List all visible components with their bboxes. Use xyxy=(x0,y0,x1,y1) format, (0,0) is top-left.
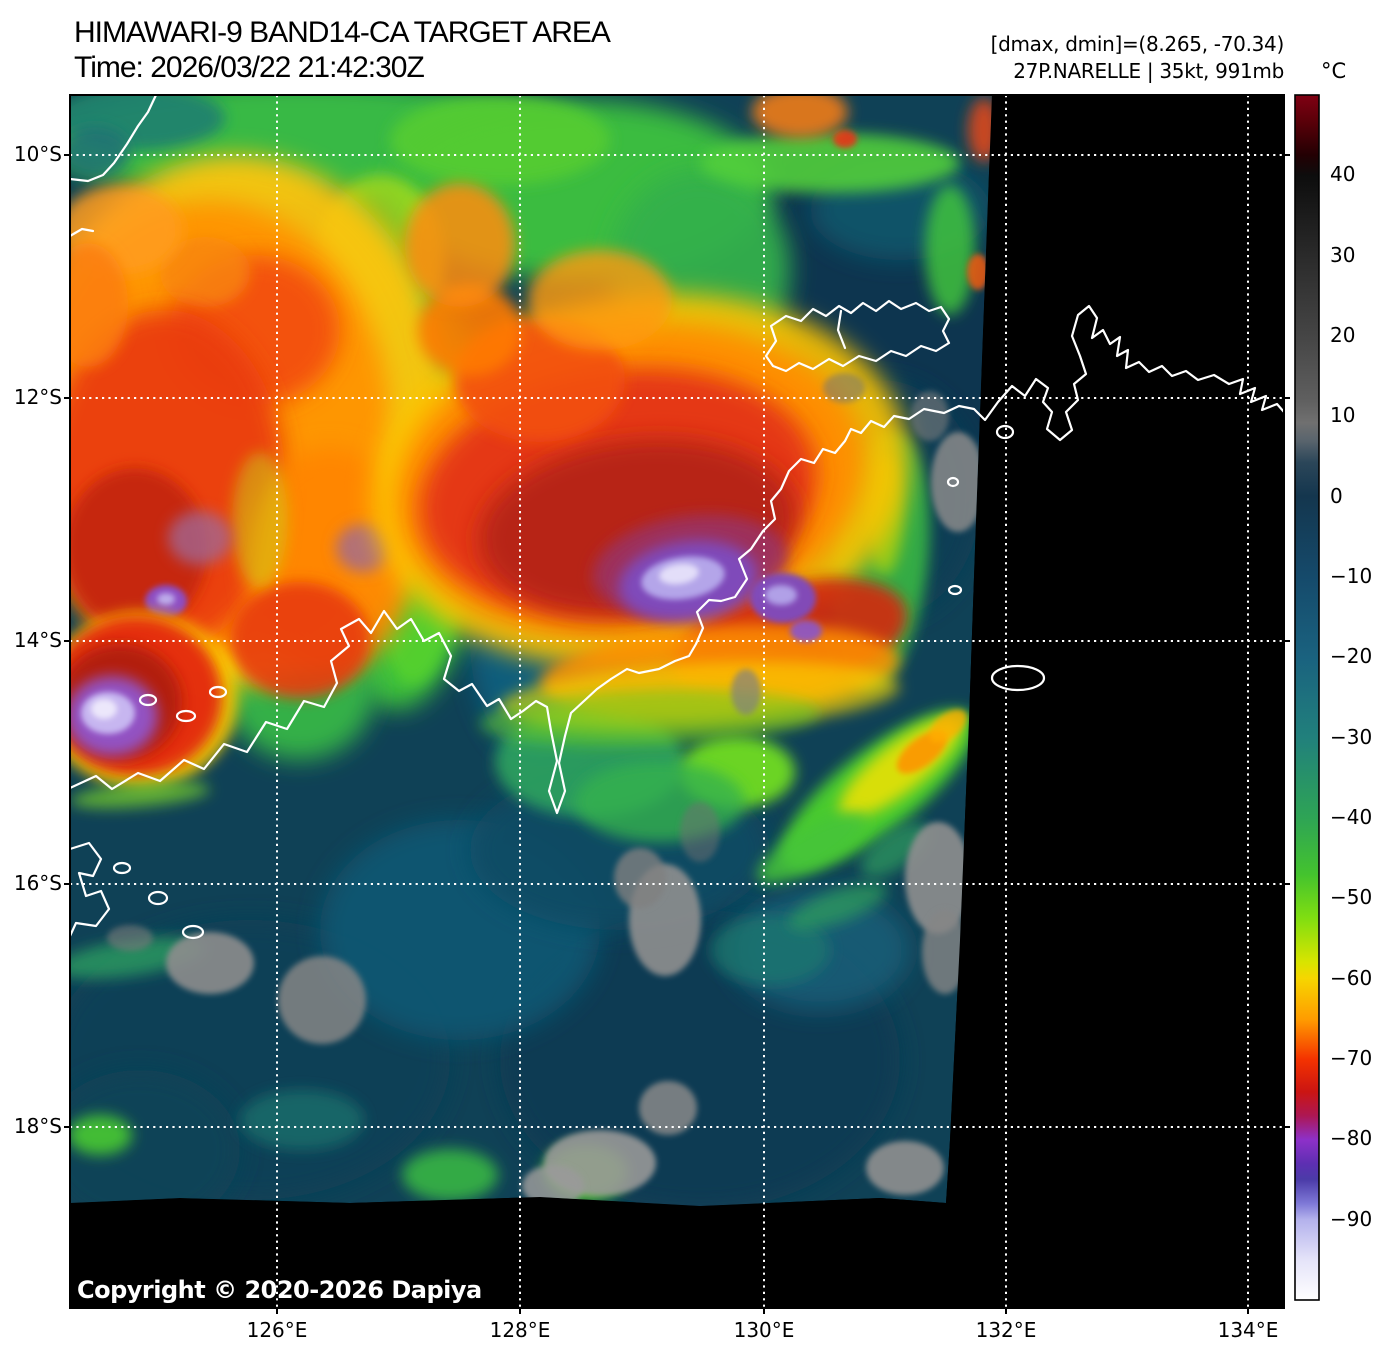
dmax-dmin-annotation: [dmax, dmin]=(8.265, -70.34) xyxy=(990,32,1285,56)
colorbar-tick-label: 30 xyxy=(1330,242,1356,267)
colorbar-tick-label: −80 xyxy=(1330,1126,1373,1151)
ir-raster-layer xyxy=(70,95,992,1206)
map-border xyxy=(69,94,1285,1309)
colorbar-tick-label: −70 xyxy=(1330,1046,1373,1070)
lat-tick-label: 10°S xyxy=(13,142,62,166)
colorbar-tick-label: −60 xyxy=(1330,965,1373,990)
lon-tick-label: 126°E xyxy=(246,1318,308,1342)
colorbar-tick-label: −90 xyxy=(1330,1206,1373,1231)
lat-tick-label: 16°S xyxy=(13,871,62,895)
lon-tick-label: 134°E xyxy=(1217,1318,1279,1342)
copyright-text: Copyright © 2020-2026 Dapiya xyxy=(77,1276,482,1304)
storm-info-annotation: 27P.NARELLE | 35kt, 991mb xyxy=(1013,59,1284,83)
lon-tick-label: 128°E xyxy=(489,1318,551,1342)
timestamp: Time: 2026/03/22 21:42:30Z xyxy=(74,51,425,84)
page-title: HIMAWARI-9 BAND14-CA TARGET AREA xyxy=(74,16,611,49)
colorbar-unit-label: °C xyxy=(1321,59,1347,83)
colorbar-tick-label: 40 xyxy=(1330,162,1356,187)
colorbar xyxy=(1294,94,1320,1301)
colorbar-tick-label: −20 xyxy=(1330,644,1373,669)
gridline-layer xyxy=(70,95,1284,1308)
lon-tick-label: 132°E xyxy=(975,1318,1037,1342)
colorbar-tick-label: −40 xyxy=(1330,805,1373,829)
colorbar-tick-label: −50 xyxy=(1330,885,1373,910)
colorbar-tick-label: 10 xyxy=(1330,403,1356,428)
lat-tick-label: 18°S xyxy=(13,1114,62,1138)
colorbar-tick-label: −10 xyxy=(1330,564,1373,588)
annotation-block: [dmax, dmin]=(8.265, -70.34) 27P.NARELLE… xyxy=(860,31,1285,85)
lat-tick-label: 12°S xyxy=(13,385,62,409)
colorbar-tick-label: −30 xyxy=(1330,724,1373,749)
colorbar-tick-label: 20 xyxy=(1330,323,1356,347)
coastline-layer xyxy=(68,93,1286,940)
colorbar-tick-label: 0 xyxy=(1330,483,1343,508)
lat-tick-label: 14°S xyxy=(13,628,62,652)
lon-tick-label: 130°E xyxy=(733,1318,795,1342)
